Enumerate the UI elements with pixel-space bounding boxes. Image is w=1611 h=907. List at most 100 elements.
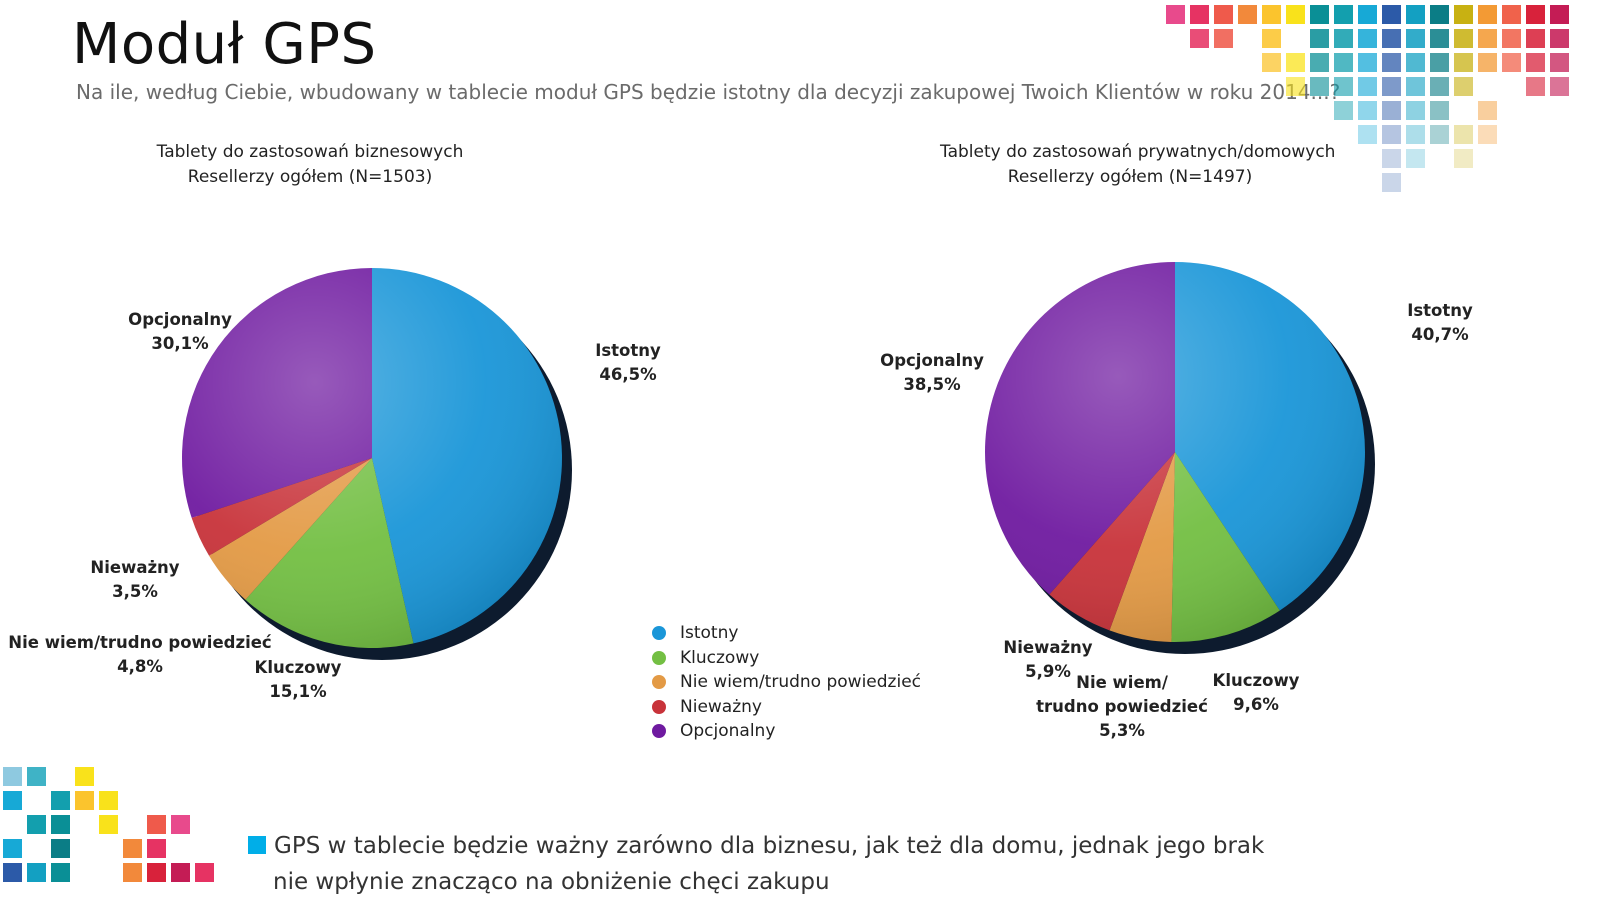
pie-highlight <box>182 268 562 648</box>
chart-title-home-line2: Resellerzy ogółem (N=1497) <box>1007 167 1253 187</box>
mosaic-tile <box>1310 5 1329 24</box>
mosaic-tile <box>1526 77 1545 96</box>
slice-value: 4,8% <box>117 657 163 676</box>
slice-value: 5,9% <box>1025 662 1071 681</box>
decorative-mosaic-bottom <box>3 767 214 882</box>
mosaic-tile <box>1526 53 1545 72</box>
mosaic-tile <box>1310 53 1329 72</box>
mosaic-tile <box>3 839 22 858</box>
summary-note: GPS w tablecie będzie ważny zarówno dla … <box>248 828 1264 900</box>
slice-label-nie-wiem-trudno-powiedzie: Nie wiem/trudno powiedzieć 4,8% <box>8 633 272 676</box>
slice-name: trudno powiedzieć <box>1036 697 1208 716</box>
mosaic-tile <box>1382 149 1401 168</box>
slice-name: Kluczowy <box>1213 671 1300 690</box>
legend-label: Nie wiem/trudno powiedzieć <box>680 672 921 693</box>
legend-label: Kluczowy <box>680 647 760 668</box>
slice-value: 9,6% <box>1233 695 1279 714</box>
slice-name: Opcjonalny <box>880 351 984 370</box>
mosaic-tile <box>1430 5 1449 24</box>
mosaic-tile <box>1262 53 1281 72</box>
mosaic-tile <box>1382 53 1401 72</box>
chart-title-home-line1: Tablety do zastosowań prywatnych/domowyc… <box>940 142 1336 162</box>
mosaic-tile <box>1406 149 1425 168</box>
legend-dot-icon <box>652 675 666 690</box>
slice-label-opcjonalny: Opcjonalny 38,5% <box>880 351 984 394</box>
mosaic-tile <box>1454 5 1473 24</box>
slice-value: 15,1% <box>269 682 327 701</box>
slice-label-istotny: Istotny 46,5% <box>595 341 661 384</box>
mosaic-tile <box>75 791 94 810</box>
mosaic-tile <box>1406 29 1425 48</box>
slice-label-kluczowy: Kluczowy 15,1% <box>255 658 342 701</box>
mosaic-tile <box>1334 77 1353 96</box>
mosaic-tile <box>1286 77 1305 96</box>
slice-name: Kluczowy <box>255 658 342 677</box>
mosaic-tile <box>1358 125 1377 144</box>
mosaic-tile <box>1502 29 1521 48</box>
mosaic-tile <box>1310 77 1329 96</box>
pie-chart-home: Istotny 40,7% Kluczowy 9,6% Nie wiem/trudno … <box>880 262 1473 740</box>
mosaic-tile <box>147 839 166 858</box>
summary-note-text1: GPS w tablecie będzie ważny zarówno dla … <box>274 833 1265 859</box>
pie-highlight <box>985 262 1365 642</box>
mosaic-tile <box>147 863 166 882</box>
legend-item-niewazny: Nieważny <box>652 695 921 720</box>
slice-label-opcjonalny: Opcjonalny 30,1% <box>128 310 232 353</box>
mosaic-tile <box>1430 53 1449 72</box>
mosaic-tile <box>1550 5 1569 24</box>
mosaic-tile <box>123 839 142 858</box>
legend-label: Istotny <box>680 623 739 644</box>
mosaic-tile <box>1382 5 1401 24</box>
mosaic-tile <box>1550 77 1569 96</box>
mosaic-tile <box>1526 5 1545 24</box>
mosaic-tile <box>99 791 118 810</box>
mosaic-tile <box>1190 5 1209 24</box>
mosaic-tile <box>1406 53 1425 72</box>
mosaic-tile <box>3 767 22 786</box>
chart-title-business: Tablety do zastosowań biznesowych Resell… <box>120 140 500 190</box>
slice-label-nie-wiem-trudno-powiedzie: Nie wiem/trudno powiedzieć 5,3% <box>1036 673 1208 740</box>
mosaic-tile <box>171 815 190 834</box>
mosaic-tile <box>1478 53 1497 72</box>
mosaic-tile <box>1334 53 1353 72</box>
mosaic-tile <box>1406 101 1425 120</box>
mosaic-tile <box>171 863 190 882</box>
mosaic-tile <box>1454 149 1473 168</box>
mosaic-tile <box>1382 173 1401 192</box>
pie-chart-business: Istotny 46,5% Kluczowy 15,1% Nie wiem/trudno… <box>8 268 661 701</box>
legend-dot-icon <box>652 699 666 714</box>
mosaic-tile <box>1406 77 1425 96</box>
mosaic-tile <box>1358 29 1377 48</box>
slice-label-istotny: Istotny 40,7% <box>1407 301 1473 344</box>
mosaic-tile <box>1334 5 1353 24</box>
mosaic-tile <box>1358 5 1377 24</box>
mosaic-tile <box>1502 53 1521 72</box>
legend-item-opcjonalny: Opcjonalny <box>652 719 921 744</box>
mosaic-tile <box>51 863 70 882</box>
mosaic-tile <box>1478 29 1497 48</box>
mosaic-tile <box>1238 5 1257 24</box>
note-square-icon <box>248 836 266 854</box>
mosaic-tile <box>1478 125 1497 144</box>
page-subtitle: Na ile, według Ciebie, wbudowany w table… <box>76 80 1341 104</box>
legend-label: Opcjonalny <box>680 721 776 742</box>
mosaic-tile <box>1430 77 1449 96</box>
slice-value: 38,5% <box>903 375 961 394</box>
slice-name: Opcjonalny <box>128 310 232 329</box>
slice-name: Nie wiem/trudno powiedzieć <box>8 633 272 652</box>
mosaic-tile <box>147 815 166 834</box>
mosaic-tile <box>1334 29 1353 48</box>
slice-label-kluczowy: Kluczowy 9,6% <box>1213 671 1300 714</box>
mosaic-tile <box>1262 5 1281 24</box>
mosaic-tile <box>1262 29 1281 48</box>
mosaic-tile <box>1286 5 1305 24</box>
mosaic-tile <box>75 767 94 786</box>
chart-title-business-line1: Tablety do zastosowań biznesowych <box>156 142 464 162</box>
slice-name: Istotny <box>595 341 661 360</box>
mosaic-tile <box>1358 77 1377 96</box>
mosaic-tile <box>1550 29 1569 48</box>
slice-value: 46,5% <box>599 365 657 384</box>
legend-item-nie-wiem: Nie wiem/trudno powiedzieć <box>652 670 921 695</box>
mosaic-tile <box>1430 125 1449 144</box>
slice-label-niewa-ny: Nieważny 3,5% <box>90 558 179 601</box>
